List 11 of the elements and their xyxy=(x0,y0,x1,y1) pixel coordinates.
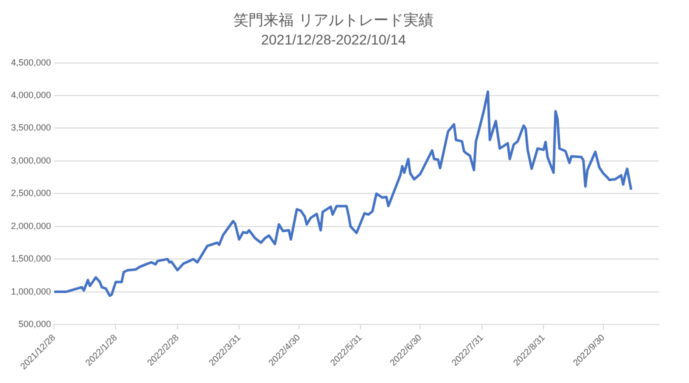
chart-subtitle: 2021/12/28-2022/10/14 xyxy=(261,31,406,48)
chart-title: 笑門来福 リアルトレード実績 xyxy=(234,10,434,29)
y-tick-label: 1,500,000 xyxy=(10,254,52,264)
y-tick-label: 500,000 xyxy=(18,318,52,329)
y-tick-label: 2,500,000 xyxy=(10,188,52,198)
y-tick-label: 4,500,000 xyxy=(10,57,52,68)
y-tick-label: 1,000,000 xyxy=(10,286,52,296)
y-tick-label: 3,000,000 xyxy=(10,155,52,166)
y-tick-label: 3,500,000 xyxy=(10,122,52,133)
y-tick-label: 2,000,000 xyxy=(10,220,52,231)
y-tick-label: 4,000,000 xyxy=(10,90,52,100)
